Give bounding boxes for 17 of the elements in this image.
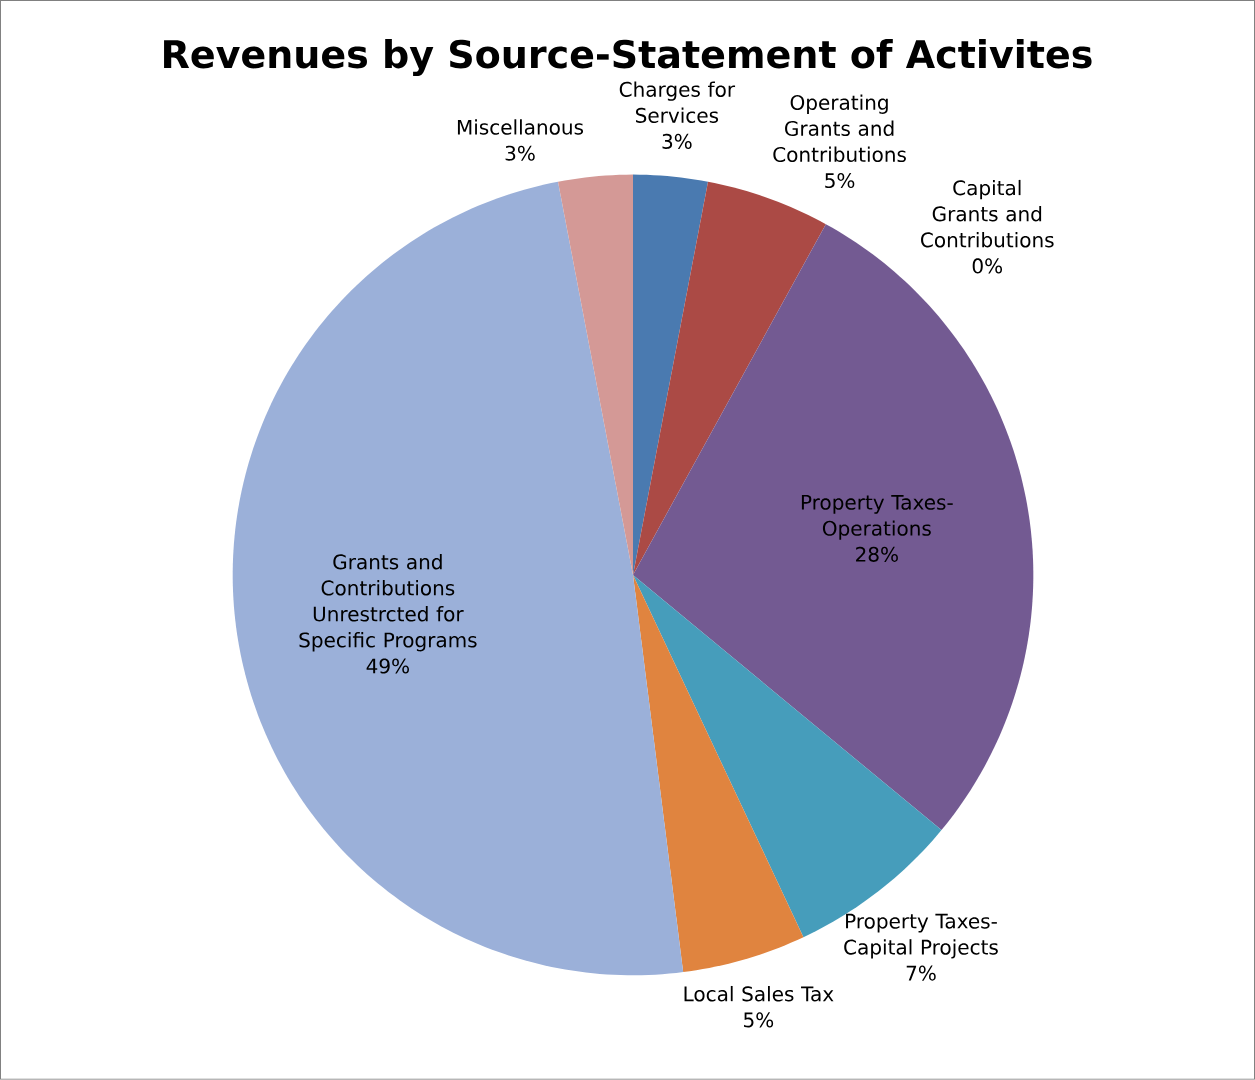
data-label: 7%	[906, 965, 936, 981]
slice-label: Grants and Contributions Unrestrcted for Specific Programs	[299, 554, 477, 652]
category-label: Capital Grants and Contributions	[921, 179, 1054, 248]
slice-label: Charges for Services	[619, 81, 736, 124]
data-label: 3%	[505, 145, 535, 161]
data-label: 49%	[366, 658, 409, 674]
slice-label: Miscellanous	[457, 119, 584, 135]
slice-label: Local Sales Tax	[684, 986, 834, 1002]
data-label: 5%	[744, 1012, 774, 1028]
slice-label: Property Taxes-Capital Projects	[844, 913, 998, 959]
chart-title: Revenues by Source-Statement of Activites	[164, 39, 1092, 77]
data-label: 5%	[825, 173, 855, 189]
data-label: 3%	[662, 133, 692, 150]
slice-label: Property Taxes-Operations	[801, 495, 953, 540]
data-label: 28%	[856, 546, 898, 562]
text: 0%	[972, 258, 1003, 274]
slice-label: Operating Grants and Contributions	[773, 94, 906, 163]
